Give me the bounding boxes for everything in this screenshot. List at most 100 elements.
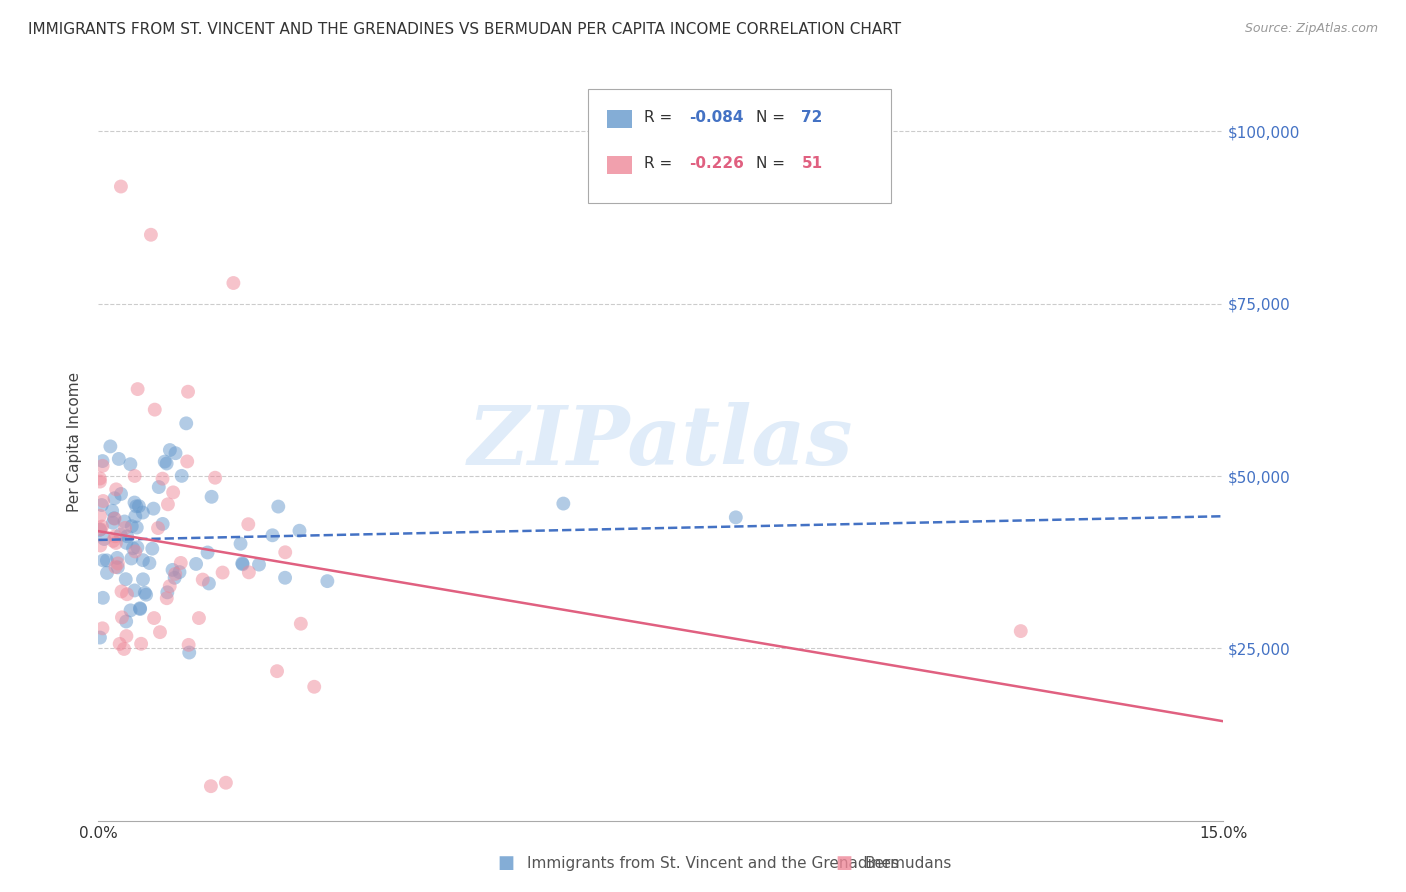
Point bbox=[89, 539, 111, 553]
Point bbox=[204, 471, 226, 485]
Point bbox=[125, 500, 148, 514]
Point bbox=[129, 601, 152, 615]
Point bbox=[290, 616, 312, 631]
Point bbox=[138, 556, 160, 570]
Text: ■: ■ bbox=[498, 855, 515, 872]
Point bbox=[111, 610, 134, 624]
Point bbox=[156, 497, 179, 511]
Point bbox=[114, 572, 136, 586]
Point bbox=[91, 591, 114, 605]
Point bbox=[114, 515, 136, 529]
Point bbox=[266, 664, 288, 678]
Point bbox=[176, 454, 198, 468]
Point bbox=[125, 520, 148, 534]
Point bbox=[110, 527, 132, 541]
Point bbox=[163, 571, 186, 585]
Text: R =: R = bbox=[644, 111, 678, 125]
Point bbox=[156, 457, 179, 471]
Point bbox=[165, 566, 187, 581]
Point bbox=[135, 588, 157, 602]
Point bbox=[121, 519, 143, 533]
Point bbox=[197, 545, 219, 559]
Point bbox=[215, 775, 238, 790]
Point bbox=[124, 469, 146, 483]
Point bbox=[152, 516, 174, 531]
Point bbox=[267, 500, 290, 514]
Point bbox=[98, 439, 121, 453]
Point bbox=[115, 536, 138, 550]
Point bbox=[120, 551, 142, 566]
Point bbox=[159, 443, 181, 458]
Point bbox=[165, 446, 187, 460]
Point bbox=[101, 533, 124, 548]
Point bbox=[90, 522, 112, 536]
Point bbox=[129, 602, 152, 616]
Text: ZIPatlas: ZIPatlas bbox=[468, 401, 853, 482]
Point bbox=[132, 572, 155, 586]
Point bbox=[124, 495, 146, 509]
Point bbox=[127, 541, 149, 555]
Point bbox=[93, 532, 115, 546]
Point bbox=[122, 541, 145, 556]
Point bbox=[120, 457, 142, 471]
Point bbox=[110, 179, 132, 194]
Point bbox=[120, 603, 142, 617]
Point bbox=[127, 382, 149, 396]
Point bbox=[170, 468, 193, 483]
Point bbox=[238, 566, 260, 580]
Point bbox=[89, 471, 111, 485]
Text: -0.226: -0.226 bbox=[689, 156, 744, 170]
Point bbox=[96, 566, 118, 580]
Point bbox=[115, 587, 138, 601]
Point bbox=[262, 528, 284, 542]
Point bbox=[103, 491, 125, 506]
Point bbox=[104, 536, 127, 550]
Point bbox=[89, 631, 111, 645]
Point bbox=[191, 573, 214, 587]
Text: Source: ZipAtlas.com: Source: ZipAtlas.com bbox=[1244, 22, 1378, 36]
Point bbox=[316, 574, 339, 588]
Point bbox=[184, 557, 207, 571]
Point bbox=[104, 529, 127, 543]
Text: Immigrants from St. Vincent and the Grenadines: Immigrants from St. Vincent and the Gren… bbox=[527, 856, 900, 871]
Point bbox=[162, 563, 184, 577]
Point bbox=[101, 504, 124, 518]
Point bbox=[134, 586, 156, 600]
Point bbox=[200, 490, 222, 504]
Point bbox=[124, 509, 146, 524]
Point bbox=[142, 501, 165, 516]
Point bbox=[107, 557, 129, 571]
Point bbox=[89, 508, 111, 523]
Point bbox=[91, 494, 114, 508]
Bar bbox=[607, 155, 631, 174]
Point bbox=[156, 585, 179, 599]
Point bbox=[1010, 624, 1032, 639]
Text: 72: 72 bbox=[801, 111, 823, 125]
Point bbox=[198, 576, 221, 591]
FancyBboxPatch shape bbox=[588, 89, 891, 202]
Point bbox=[274, 571, 297, 585]
Point bbox=[553, 497, 575, 511]
Point bbox=[724, 510, 747, 524]
Point bbox=[232, 558, 254, 572]
Point bbox=[188, 611, 211, 625]
Point bbox=[222, 276, 245, 290]
Point bbox=[174, 417, 197, 431]
Point bbox=[132, 553, 155, 567]
Text: N =: N = bbox=[756, 156, 790, 170]
Point bbox=[169, 565, 191, 579]
Point bbox=[124, 583, 146, 598]
Point bbox=[101, 516, 124, 530]
Point bbox=[179, 646, 201, 660]
Point bbox=[115, 615, 138, 629]
Point bbox=[129, 637, 152, 651]
Point bbox=[170, 556, 193, 570]
Point bbox=[108, 452, 131, 467]
Point bbox=[148, 480, 170, 494]
Point bbox=[149, 625, 172, 640]
Point bbox=[238, 517, 260, 532]
Text: 51: 51 bbox=[801, 156, 823, 170]
Point bbox=[91, 553, 114, 567]
Point bbox=[91, 621, 114, 635]
Bar bbox=[607, 110, 631, 128]
